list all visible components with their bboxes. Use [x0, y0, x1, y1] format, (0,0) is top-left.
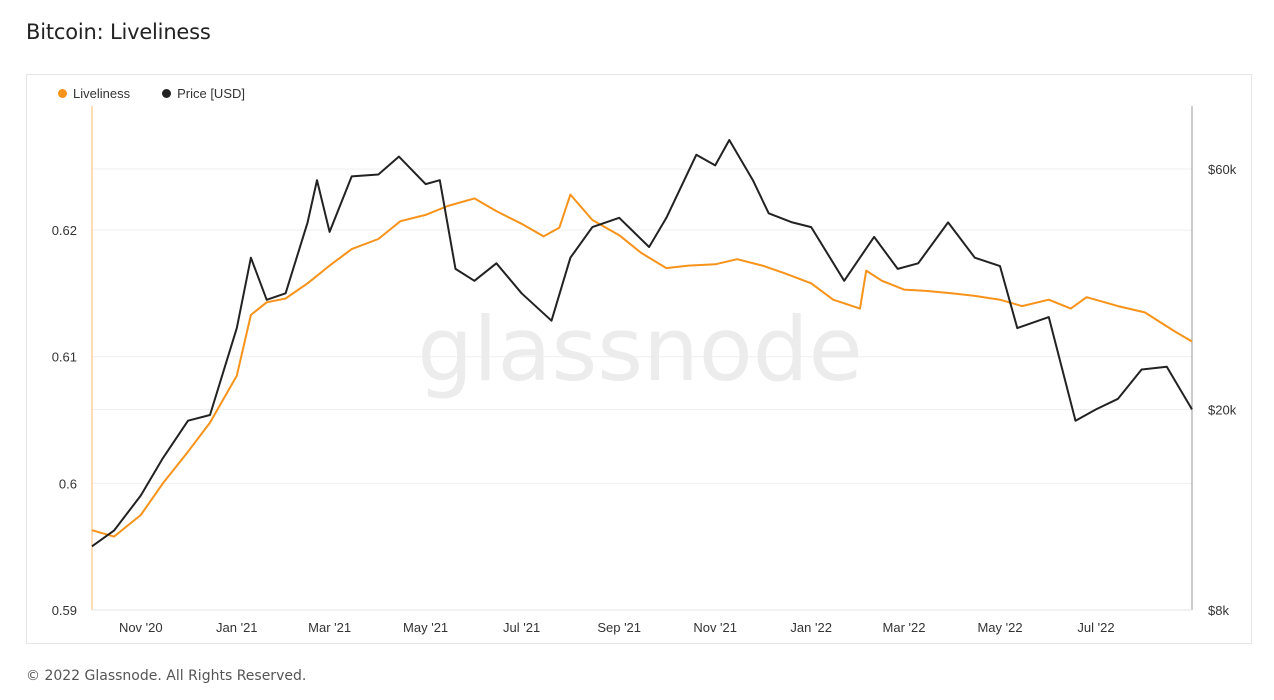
watermark: glassnode [417, 298, 863, 401]
x-tick-label: Nov '20 [119, 620, 163, 635]
x-tick-label: Nov '21 [693, 620, 737, 635]
chart-card [26, 74, 1252, 644]
legend-dot-liveliness [58, 89, 67, 98]
series-line-liveliness [91, 193, 1193, 538]
y-left-tick-label: 0.6 [59, 476, 77, 491]
legend-label-liveliness: Liveliness [73, 86, 131, 101]
legend-item-liveliness[interactable]: Liveliness [58, 86, 130, 101]
x-tick-label: Mar '21 [308, 620, 351, 635]
y-axis-right-ticks: $60k $20k $8k [1208, 162, 1237, 618]
y-left-tick-label: 0.59 [52, 603, 77, 618]
x-tick-label: Jan '21 [216, 620, 258, 635]
legend-dot-price [162, 89, 172, 98]
x-tick-label: May '22 [977, 620, 1022, 635]
y-left-tick-label: 0.62 [52, 223, 77, 238]
x-axis-ticks: Nov '20 Jan '21 Mar '21 May '21 Jul '21 Sep '… [119, 620, 1115, 635]
copyright-footer: © 2022 Glassnode. All Rights Reserved. [26, 668, 307, 684]
x-tick-label: Jul '22 [1077, 620, 1114, 635]
y-axis-left-ticks: 0.62 0.61 0.6 0.59 [52, 223, 77, 618]
y-left-tick-label: 0.61 [52, 350, 77, 365]
grid-lines [92, 168, 1192, 484]
chart-legend: Liveliness Price [USD] [58, 86, 277, 101]
y-right-tick-label: $20k [1208, 402, 1237, 417]
x-tick-label: Mar '22 [883, 620, 926, 635]
x-tick-label: May '21 [403, 620, 448, 635]
x-tick-label: Jul '21 [503, 620, 540, 635]
page-title: Bitcoin: Liveliness [26, 20, 211, 44]
x-tick-label: Jan '22 [790, 620, 832, 635]
y-right-tick-label: $8k [1208, 603, 1229, 618]
legend-item-price[interactable]: Price [USD] [162, 86, 245, 101]
legend-label-price: Price [USD] [177, 86, 245, 101]
series-group [91, 139, 1193, 548]
x-tick-label: Sep '21 [597, 620, 641, 635]
series-line-price [91, 139, 1193, 548]
y-right-tick-label: $60k [1208, 162, 1237, 177]
